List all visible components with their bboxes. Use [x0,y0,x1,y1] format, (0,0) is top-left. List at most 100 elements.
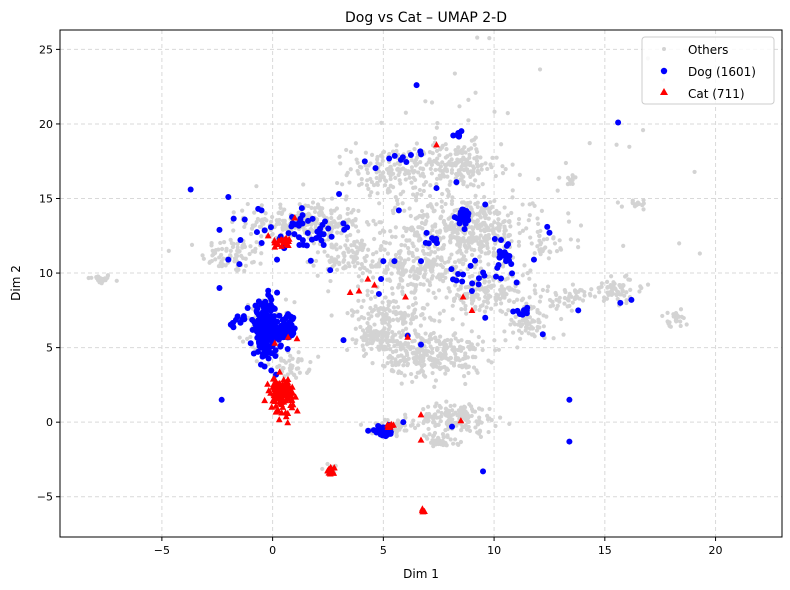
others-point [443,201,448,207]
others-point [270,214,275,220]
others-point [365,320,370,326]
others-point [392,162,397,167]
others-point [384,316,389,322]
dog-point [249,316,256,323]
dog-point [241,316,248,323]
others-point [403,348,408,353]
others-point [378,173,383,178]
others-point [562,295,567,301]
others-point [431,257,436,262]
others-point [384,267,389,272]
dog-point [455,271,462,278]
others-point [637,289,642,294]
others-point [383,270,389,275]
others-point [348,232,353,238]
others-point [557,299,562,304]
cat-point [272,402,280,409]
others-point [396,354,401,359]
others-point [228,248,233,253]
others-point [356,317,361,322]
others-point [398,248,403,254]
others-point [678,319,683,324]
others-point [254,359,259,364]
cat-point [261,396,269,404]
others-point [469,247,474,252]
others-point [369,179,375,185]
others-point [411,290,417,295]
dog-point [320,241,327,248]
dog-point [472,257,479,264]
others-point [465,339,470,345]
others-point [471,345,476,350]
others-point [507,285,512,290]
others-point [575,238,581,243]
others-point [451,296,457,302]
others-point [692,169,697,175]
others-point [375,337,380,342]
others-point [444,443,449,448]
others-point [410,379,415,385]
others-point [477,415,482,420]
dog-point [458,217,465,224]
cat-point [292,393,299,400]
others-point [428,355,433,360]
others-point [381,150,386,155]
others-point [482,194,487,200]
others-point [417,361,422,366]
others-point [535,307,540,313]
others-point [439,255,444,260]
others-point [438,419,443,424]
others-point [609,274,614,279]
others-point [508,224,513,229]
x-tick-label: 5 [380,544,387,557]
dog-point [508,261,515,268]
others-point [438,405,443,410]
dog-point [258,334,265,341]
others-point [544,314,549,319]
others-point [381,313,386,318]
others-point [296,350,301,355]
others-point [463,306,468,312]
others-point [248,334,253,340]
others-point [416,332,421,337]
others-point [373,294,378,300]
others-point [445,174,450,179]
dog-point [509,270,516,277]
cat-point [276,368,284,375]
others-point [254,240,259,245]
others-point [382,326,387,331]
others-point [358,324,363,330]
others-point [434,125,439,130]
others-point [427,246,432,251]
others-point [288,353,293,358]
others-point [307,367,312,372]
others-point [483,251,488,256]
others-point [427,150,433,155]
others-point [358,241,363,246]
dog-point [313,235,320,242]
dog-point [261,328,268,335]
others-point [440,245,445,250]
others-point [377,201,382,206]
others-point [466,344,471,349]
dog-point [417,148,424,155]
others-point [259,251,264,256]
others-point [493,302,499,307]
others-point [535,244,540,249]
others-point [464,365,469,370]
others-point [400,234,405,239]
others-point [418,353,423,358]
others-point [432,412,437,417]
others-point [569,308,574,313]
others-point [376,344,381,349]
others-point [446,286,451,291]
others-point [398,181,403,186]
others-point [361,316,367,321]
dog-point [307,257,314,264]
others-point [330,244,335,249]
others-point [524,315,529,321]
others-point [354,239,360,244]
others-point [349,308,354,313]
others-point [471,296,476,301]
others-point [473,135,478,140]
